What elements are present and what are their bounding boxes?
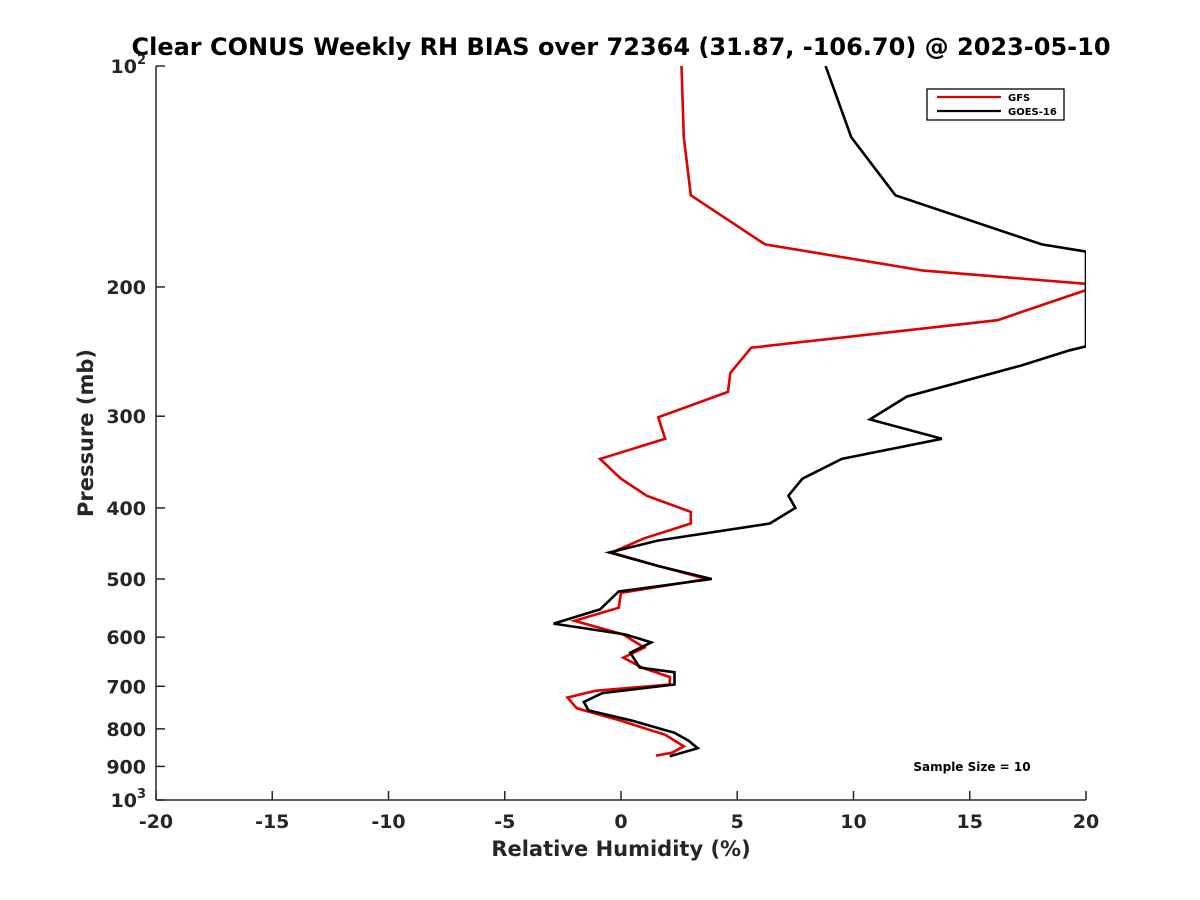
x-tick-label: 0	[614, 811, 627, 833]
series-line-goes16	[553, 66, 1086, 758]
y-tick-label: 700	[106, 676, 146, 698]
x-axis-label: Relative Humidity (%)	[491, 837, 750, 861]
x-ticks: -20 -15 -10 -5 0 5 10 15 20	[139, 791, 1099, 833]
x-tick-label: 20	[1073, 811, 1099, 833]
y-tick-label: 800	[106, 719, 146, 741]
sample-size-annotation: Sample Size = 10	[913, 760, 1030, 774]
legend-box	[926, 88, 1065, 121]
y-tick-label: 500	[106, 569, 146, 591]
legend-label-goes16: GOES-16	[1008, 107, 1057, 118]
x-tick-label: 15	[957, 811, 983, 833]
x-tick-label: -10	[371, 811, 405, 833]
y-tick-label: 900	[106, 756, 146, 778]
y-tick-label: 200	[106, 277, 146, 299]
x-tick-label: 10	[840, 811, 866, 833]
y-ticks: 102 200 300 400 500 600 700 800 900 103	[106, 53, 165, 812]
plot-area	[553, 66, 1086, 758]
y-tick-label: 102	[111, 53, 147, 78]
y-tick-label: 600	[106, 627, 146, 649]
y-tick-label: 103	[111, 787, 147, 812]
x-tick-label: 5	[731, 811, 744, 833]
x-tick-label: -5	[494, 811, 515, 833]
y-axis-label: Pressure (mb)	[74, 349, 98, 517]
chart-title: Clear CONUS Weekly RH BIAS over 72364 (3…	[131, 33, 1110, 61]
legend-label-gfs: GFS	[1008, 93, 1030, 104]
x-tick-label: -15	[255, 811, 289, 833]
y-tick-label: 300	[106, 406, 146, 428]
x-tick-label: -20	[139, 811, 173, 833]
legend: GFS GOES-16	[926, 88, 1065, 121]
y-tick-label: 400	[106, 498, 146, 520]
